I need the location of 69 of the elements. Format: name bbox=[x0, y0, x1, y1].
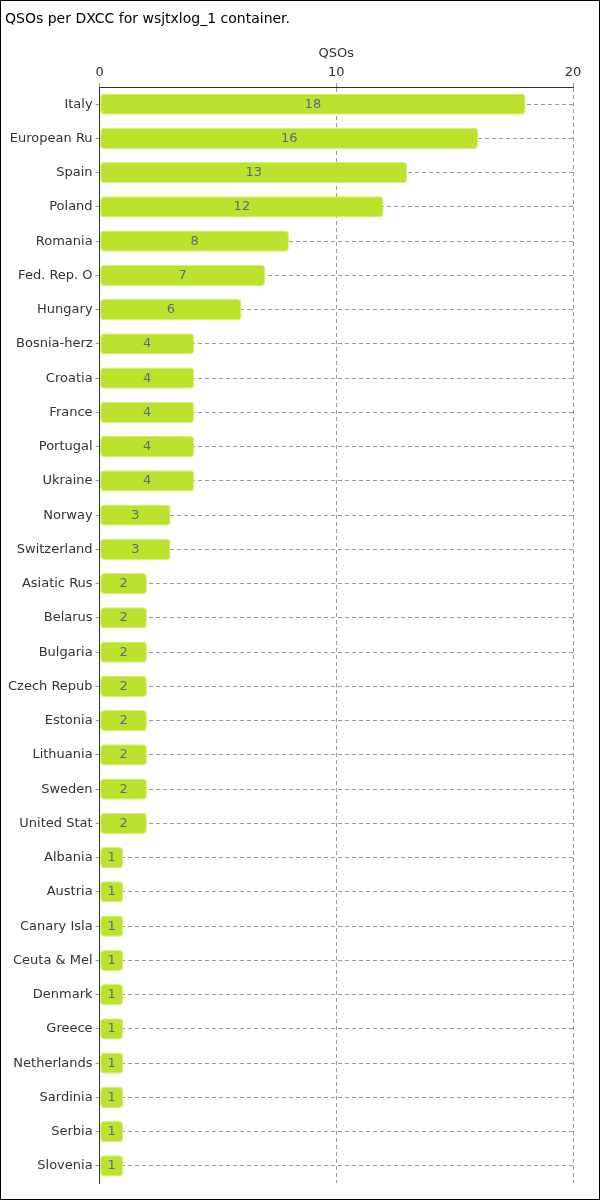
data-label: 2 bbox=[119, 712, 128, 727]
y-tick-label: Portugal bbox=[38, 438, 93, 453]
data-label: 2 bbox=[119, 677, 128, 693]
data-label: 1 bbox=[107, 986, 116, 1001]
y-tick-label: Sweden bbox=[41, 780, 93, 796]
data-label: 1 bbox=[107, 1157, 116, 1173]
data-label: 1 bbox=[107, 849, 116, 864]
y-tick-label: Estonia bbox=[44, 712, 93, 727]
data-label: 4 bbox=[143, 438, 152, 453]
data-label: 3 bbox=[131, 506, 140, 522]
data-label: 1 bbox=[107, 1054, 116, 1070]
y-tick-label: Lithuania bbox=[32, 746, 93, 762]
data-label: 1 bbox=[107, 883, 116, 899]
data-label: 4 bbox=[143, 369, 152, 385]
data-label: 7 bbox=[178, 266, 187, 282]
y-tick-label: Albania bbox=[44, 849, 93, 864]
y-tick-label: Croatia bbox=[45, 369, 93, 385]
data-label: 2 bbox=[119, 814, 128, 830]
y-tick-label: Poland bbox=[49, 198, 93, 214]
y-tick-label: United Stat bbox=[19, 814, 93, 830]
y-tick-label: France bbox=[49, 403, 93, 419]
y-tick-label: Romania bbox=[35, 232, 93, 248]
y-tick-label: Bulgaria bbox=[38, 643, 93, 659]
y-tick-label: European Ru bbox=[9, 129, 93, 145]
data-label: 1 bbox=[107, 917, 116, 933]
y-tick-label: Austria bbox=[46, 883, 93, 899]
x-tick-label: 0 bbox=[95, 63, 104, 79]
y-tick-label: Denmark bbox=[32, 986, 94, 1001]
y-tick-label: Ukraine bbox=[42, 472, 93, 488]
data-label: 2 bbox=[119, 609, 128, 625]
y-tick-label: Switzerland bbox=[16, 540, 93, 556]
data-label: 8 bbox=[190, 232, 199, 248]
data-label: 1 bbox=[107, 1088, 116, 1104]
y-tick-label: Slovenia bbox=[37, 1157, 93, 1173]
y-tick-label: Bosnia-herz bbox=[16, 335, 93, 351]
data-label: 4 bbox=[143, 403, 152, 419]
data-label: 2 bbox=[119, 643, 128, 659]
data-label: 18 bbox=[304, 95, 322, 111]
y-tick-label: Fed. Rep. O bbox=[18, 266, 93, 282]
y-tick-label: Asiatic Rus bbox=[21, 575, 93, 590]
data-label: 2 bbox=[119, 746, 128, 762]
y-tick-label: Sardinia bbox=[39, 1088, 93, 1104]
y-tick-label: Serbia bbox=[51, 1123, 93, 1138]
y-tick-label: Netherlands bbox=[13, 1054, 93, 1070]
data-label: 6 bbox=[166, 301, 176, 316]
data-label: 1 bbox=[107, 1020, 116, 1036]
y-tick-label: Ceuta & Mel bbox=[13, 951, 93, 967]
x-tick-label: 10 bbox=[328, 63, 345, 79]
data-label: 3 bbox=[131, 540, 140, 556]
y-tick-label: Spain bbox=[56, 164, 93, 179]
y-tick-label: Czech Repub bbox=[8, 677, 93, 693]
data-label: 1 bbox=[107, 1123, 116, 1138]
y-tick-label: Greece bbox=[46, 1020, 93, 1036]
y-tick-label: Belarus bbox=[43, 609, 93, 625]
x-axis-title: QSOs bbox=[318, 44, 355, 60]
y-tick-label: Hungary bbox=[37, 301, 93, 316]
data-label: 4 bbox=[143, 472, 152, 488]
chart-title: QSOs per DXCC for wsjtxlog_1 container. bbox=[5, 10, 291, 27]
data-label: 4 bbox=[143, 335, 152, 351]
data-label: 2 bbox=[119, 780, 128, 796]
data-label: 13 bbox=[245, 164, 262, 179]
data-label: 2 bbox=[119, 575, 128, 590]
data-label: 1 bbox=[107, 951, 116, 967]
y-tick-label: Canary Isla bbox=[20, 917, 93, 933]
data-label: 16 bbox=[280, 129, 298, 145]
y-tick-label: Norway bbox=[43, 506, 93, 522]
y-tick-label: Italy bbox=[64, 95, 93, 111]
x-tick-label: 20 bbox=[564, 63, 582, 79]
data-label: 12 bbox=[233, 198, 251, 214]
